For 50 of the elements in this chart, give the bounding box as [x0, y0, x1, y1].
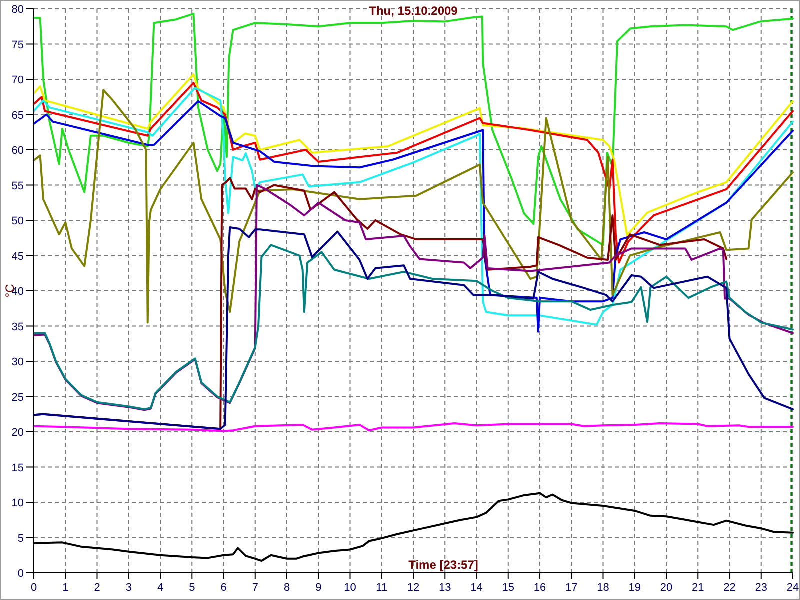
- line-series: [33, 244, 794, 410]
- chart-title: Thu, 15.10.2009: [369, 4, 458, 18]
- line-series: [33, 422, 794, 432]
- x-tick-label: 1: [62, 582, 69, 594]
- x-tick-label: 2: [94, 582, 100, 594]
- y-tick-label: 45: [12, 250, 24, 263]
- x-tick-label: 4: [157, 582, 164, 594]
- y-tick-label: 65: [12, 110, 24, 122]
- x-tick-label: 16: [534, 582, 546, 594]
- y-tick-label: 70: [12, 74, 24, 86]
- y-tick-label: 5: [18, 532, 24, 545]
- y-tick-label: 80: [12, 4, 24, 16]
- y-tick-label: 50: [12, 216, 24, 228]
- y-tick-label: 60: [12, 145, 24, 157]
- x-tick-label: 0: [30, 582, 38, 594]
- x-tick-label: 14: [470, 582, 483, 594]
- x-tick-label: 15: [502, 582, 514, 594]
- y-tick-label: 0: [18, 568, 24, 580]
- y-tick-label: 30: [12, 356, 24, 368]
- line-series: [33, 74, 794, 236]
- x-tick-label: 5: [189, 582, 196, 594]
- y-tick-label: 75: [12, 39, 24, 52]
- x-tick-label: 6: [220, 582, 227, 594]
- line-series: [33, 82, 794, 264]
- x-axis-title: Time [23:57]: [408, 558, 478, 572]
- x-tick-label: 7: [252, 582, 258, 594]
- x-tick-label: 20: [660, 582, 673, 594]
- x-tick-label: 13: [439, 582, 452, 594]
- y-tick-label: 40: [12, 286, 24, 298]
- x-tick-label: 23: [755, 582, 768, 594]
- line-series: [33, 184, 794, 412]
- y-tick-label: 55: [12, 180, 24, 192]
- x-tick-label: 12: [407, 582, 420, 594]
- x-tick-label: 9: [316, 582, 322, 594]
- y-tick-label: 20: [12, 427, 24, 439]
- y-tick-label: 15: [12, 462, 24, 474]
- line-series: [33, 226, 794, 430]
- x-tick-label: 21: [692, 582, 704, 594]
- x-tick-label: 18: [597, 582, 610, 594]
- y-tick-label: 10: [12, 498, 24, 510]
- x-tick-label: 11: [376, 582, 388, 594]
- x-tick-label: 19: [628, 582, 641, 594]
- x-tick-label: 3: [126, 582, 132, 594]
- x-tick-label: 22: [724, 582, 736, 594]
- x-tick-label: 10: [344, 582, 356, 594]
- y-tick-label: 25: [12, 392, 24, 404]
- y-tick-label: 35: [12, 321, 24, 334]
- x-tick-label: 24: [786, 582, 800, 594]
- x-tick-label: 17: [566, 582, 578, 594]
- x-tick-label: 8: [284, 582, 290, 594]
